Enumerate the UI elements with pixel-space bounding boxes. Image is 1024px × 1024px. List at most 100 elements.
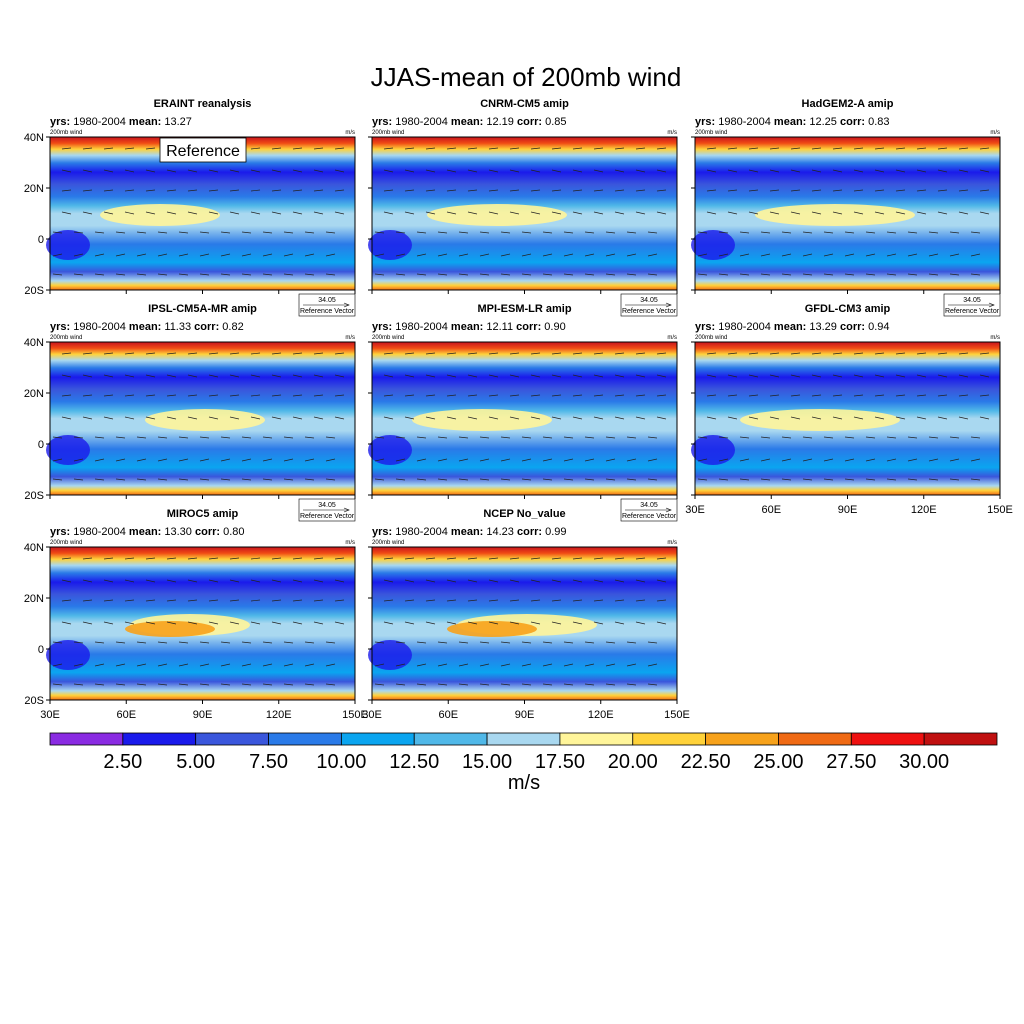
panel-title: NCEP No_value [483,508,565,520]
wind-vector [73,253,84,257]
wind-vector [374,231,385,234]
wind-vector [958,416,969,420]
wind-vector [790,189,801,192]
wind-vector [52,436,63,439]
wind-vector [115,436,126,439]
wind-vector [563,478,574,481]
wind-vector [748,394,759,397]
wind-vector [635,416,646,420]
wind-vector [739,458,750,462]
wind-vector [635,374,646,378]
wind-vector [500,273,511,276]
wind-vector [61,621,72,625]
ref-vector-text: Reference Vector [300,308,355,315]
wind-vector [865,253,876,257]
stat-label: mean: [451,321,483,333]
wind-vector [521,231,532,234]
wind-vector [458,663,469,667]
lon-label: 60E [116,709,136,721]
wind-vector [467,169,478,173]
wind-vector [446,147,457,150]
wind-vector [467,189,478,192]
wind-vector [530,579,541,583]
wind-vector [970,436,981,439]
wind-vector [979,147,990,150]
wind-vector [551,621,562,625]
wind-vector [313,579,324,583]
wind-vector [697,478,708,481]
wind-vector [563,458,574,462]
colorbar-swatch [413,732,488,746]
wind-vector [145,579,156,583]
wind-vector [313,352,324,355]
wind-vector [115,231,126,234]
wind-vector [572,599,583,602]
wind-vector [73,458,84,462]
wind-vector [241,436,252,439]
wind-vector [82,557,93,560]
wind-vector [500,478,511,481]
stat-value: 13.29 [809,321,837,333]
wind-vector [949,436,960,439]
wind-vector [458,683,469,686]
stat-label: yrs: [695,321,715,333]
wind-vector [542,683,553,686]
wind-vector [94,436,105,439]
panel-title: MIROC5 amip [167,508,239,520]
wind-vector [229,416,240,420]
unit-label: m/s [667,130,677,136]
stat-label: yrs: [372,321,392,333]
wind-vector [115,458,126,462]
wind-vector [551,147,562,150]
wind-vector [313,557,324,560]
wind-vector [530,147,541,150]
wind-vector [94,253,105,257]
wind-vector [614,352,625,355]
wind-vector [52,641,63,644]
wind-vector [115,683,126,686]
wind-vector [488,621,499,625]
stat-label: corr: [516,321,541,333]
wind-vector [208,211,219,215]
wind-vector [325,478,336,481]
wind-vector [614,169,625,173]
wind-vector [166,169,177,173]
wind-vector [542,458,553,462]
wind-vector [145,394,156,397]
wind-vector [82,169,93,173]
wind-vector [220,253,231,257]
wind-vector [647,641,658,644]
wind-vector [916,169,927,173]
wind-vector [425,211,436,215]
wind-vector [886,458,897,462]
wind-vector [145,169,156,173]
wind-vector [52,231,63,234]
wind-vector [94,683,105,686]
stat-label: mean: [129,526,161,538]
wind-vector [304,683,315,686]
wind-vector [292,394,303,397]
stat-label: corr: [195,526,220,538]
wind-vector [802,253,813,257]
wind-vector [979,211,990,215]
wind-vector [73,641,84,644]
colorbar-label: 17.50 [535,751,585,773]
wind-vector [383,374,394,378]
wind-vector [325,663,336,667]
panel-stats: yrs: 1980-2004 mean: 14.23 corr: 0.99 [372,526,567,538]
wind-vector [488,579,499,583]
wind-vector [220,683,231,686]
wind-vector [325,458,336,462]
wind-vector [530,189,541,192]
wind-vector [937,374,948,378]
wind-vector [61,169,72,173]
wind-vector [895,211,906,215]
wind-vector [61,189,72,192]
wind-vector [157,663,168,667]
wind-vector [199,663,210,667]
wind-vector [283,436,294,439]
wind-vector [551,189,562,192]
wind-vector [802,273,813,276]
wind-vector [115,663,126,667]
wind-vector [970,458,981,462]
